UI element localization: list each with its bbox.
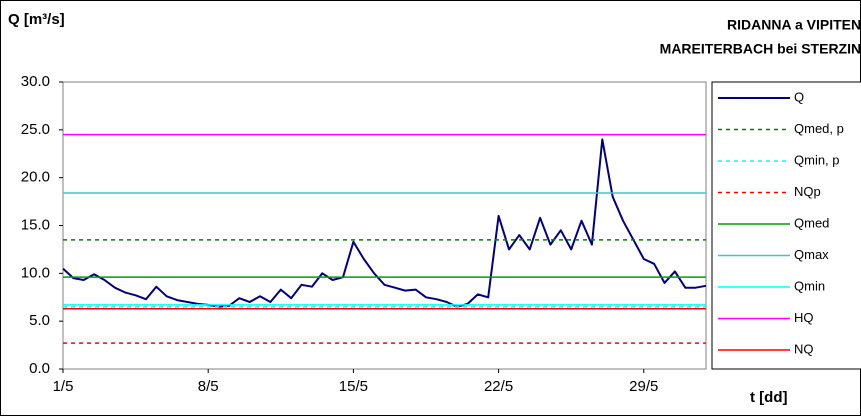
legend-label: Q bbox=[794, 89, 804, 104]
x-tick-label: 22/5 bbox=[484, 378, 513, 395]
x-axis-label: t [dd] bbox=[750, 389, 787, 406]
x-tick-label: 29/5 bbox=[629, 378, 658, 395]
legend-label: HQ bbox=[794, 310, 814, 325]
y-axis-label: Q [m³/s] bbox=[8, 11, 65, 28]
chart-title: RIDANNA a VIPITENO bbox=[727, 17, 861, 33]
legend-label: Qmin bbox=[794, 278, 825, 293]
chart-subtitle: MAREITERBACH bei STERZING bbox=[660, 41, 861, 57]
x-tick-label: 15/5 bbox=[339, 378, 368, 395]
legend-label: Qmed, p bbox=[794, 121, 844, 136]
legend-label: Qmax bbox=[794, 247, 829, 262]
y-tick-label: 0.0 bbox=[29, 360, 50, 377]
y-tick-label: 10.0 bbox=[21, 264, 50, 281]
data-line bbox=[62, 138, 707, 308]
legend-label: NQ bbox=[794, 341, 814, 356]
y-tick-label: 15.0 bbox=[21, 216, 50, 233]
y-tick-label: 30.0 bbox=[21, 73, 50, 90]
x-tick-label: 8/5 bbox=[198, 378, 219, 395]
y-tick-label: 5.0 bbox=[29, 312, 50, 329]
legend-label: NQp bbox=[794, 184, 821, 199]
y-tick-label: 25.0 bbox=[21, 121, 50, 138]
legend-label: Qmed bbox=[794, 215, 829, 230]
legend-label: Qmin, p bbox=[794, 152, 840, 167]
y-tick-label: 20.0 bbox=[21, 169, 50, 186]
x-tick-label: 1/5 bbox=[53, 378, 74, 395]
